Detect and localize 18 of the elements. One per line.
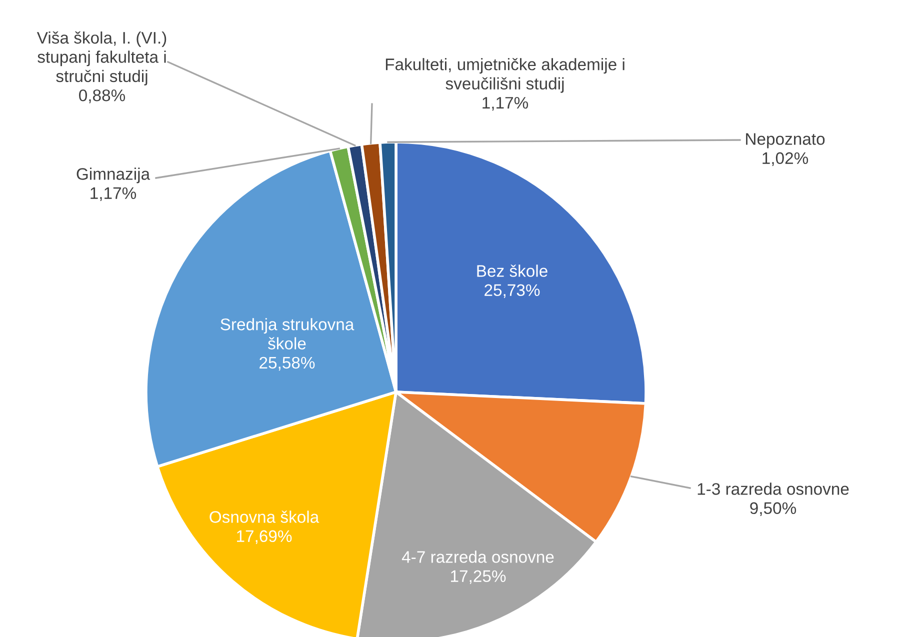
data-label: 9,50% (750, 502, 796, 516)
slice-label: Srednja strukovna škole (220, 318, 354, 350)
slice-label: 1-3 razreda osnovne (698, 482, 849, 495)
slice-label: 4-7 razreda osnovne (402, 550, 554, 563)
data-label: 1,02% (762, 152, 808, 166)
data-label: 25,58% (260, 356, 315, 371)
data-label: 25,73% (484, 284, 540, 298)
slice-label: Bez škole (477, 264, 548, 277)
slice-label: Gimnazija (76, 168, 150, 184)
slice-label: Fakulteti, umjetničke akademije i sveučilišni studij (386, 58, 624, 93)
data-label: 0,88% (79, 89, 126, 104)
data-label: 1,17% (90, 187, 136, 202)
data-label: 1,17% (482, 96, 528, 111)
slice-label: Osnovna škola (210, 510, 320, 523)
data-label: 17,25% (451, 570, 506, 584)
slice-label: Nepoznato (746, 133, 825, 148)
data-label: 17,69% (237, 530, 292, 544)
slice-label: Viša škola, I. (VI.) stupanj fakulteta i stručni studij (36, 31, 166, 86)
